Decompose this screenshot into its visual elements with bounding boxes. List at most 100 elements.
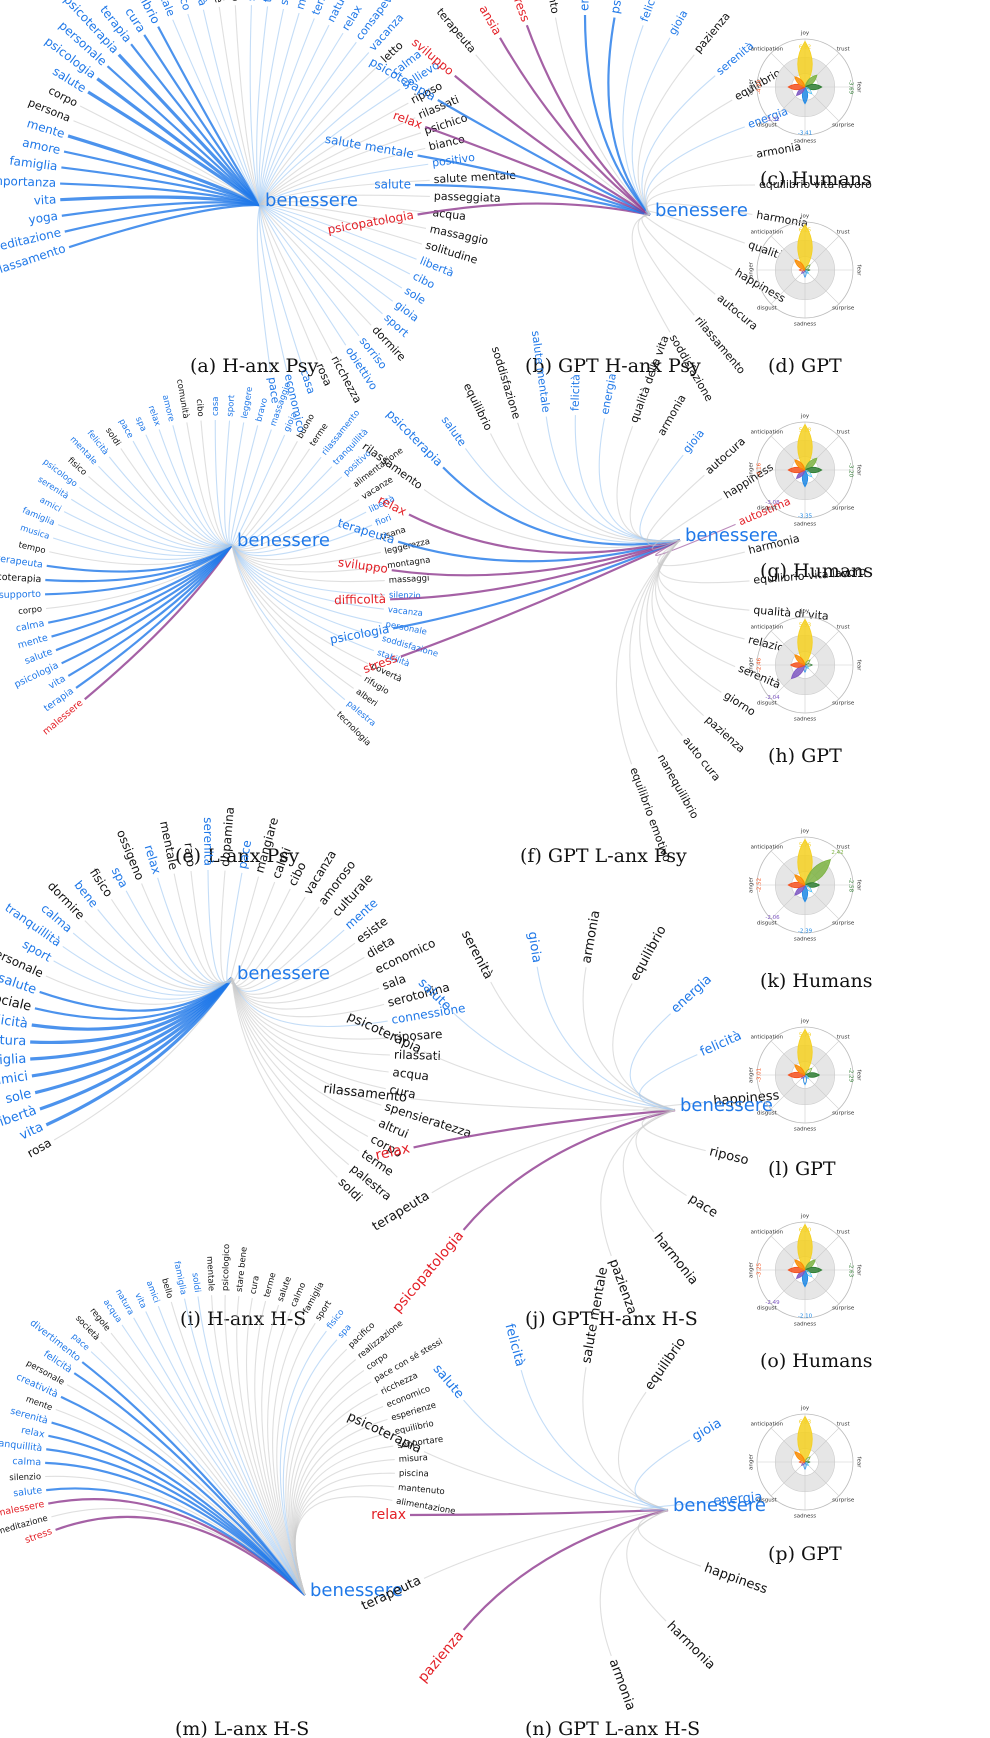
edge: [464, 448, 681, 544]
edge: [631, 37, 671, 216]
edge: [400, 539, 681, 658]
petal-joy: [797, 1223, 813, 1271]
edge: [259, 204, 411, 275]
edge: [231, 544, 375, 652]
edge: [626, 1509, 669, 1622]
edge: [463, 1399, 669, 1511]
petal-fear: [804, 1072, 821, 1078]
edge: [259, 41, 357, 206]
edge: [259, 201, 429, 214]
word-network-panel: rosavitalibertàsoleamicifamiglianaturafe…: [0, 806, 473, 1330]
edge: [629, 438, 681, 543]
edge: [259, 18, 315, 206]
word-label: mentale: [204, 1256, 216, 1291]
word-label: soddisfazione: [489, 345, 523, 421]
edge: [413, 1108, 676, 1149]
emotion-label: sadness: [794, 1127, 816, 1133]
emotion-label: trust: [837, 624, 851, 630]
word-label: felicità: [568, 374, 582, 411]
edge: [525, 24, 651, 216]
edge: [231, 544, 379, 638]
edge: [622, 1109, 676, 1233]
edge: [643, 99, 733, 216]
emotion-label: trust: [837, 1229, 851, 1235]
edge: [57, 524, 233, 557]
edge: [236, 1295, 306, 1596]
flower-caption: (l) GPT: [768, 1158, 836, 1180]
word-label: relax: [146, 404, 162, 427]
center-word: benessere: [265, 190, 358, 211]
flower-caption: (g) Humans: [760, 560, 873, 582]
emotion-label: disgust: [757, 1306, 778, 1312]
edge: [110, 1332, 306, 1596]
emotion-label: disgust: [757, 701, 778, 707]
word-label: sport: [225, 394, 237, 417]
edge: [392, 538, 681, 630]
edge: [617, 1391, 669, 1511]
edge: [51, 1421, 306, 1596]
edge: [259, 204, 383, 315]
word-label: famiglia: [9, 154, 59, 174]
emotion-label: surprise: [832, 306, 855, 312]
word-label: sviluppo: [337, 555, 389, 576]
petal-joy: [797, 40, 813, 88]
word-label: armonia: [606, 1657, 638, 1712]
edge: [52, 537, 233, 560]
edge: [600, 1109, 676, 1257]
word-label: armonia: [655, 392, 689, 438]
word-label: salute mentale: [433, 169, 516, 186]
edge: [226, 872, 243, 984]
emotion-label: trust: [837, 1034, 851, 1040]
axis-line: [804, 1269, 840, 1305]
edge: [462, 1508, 669, 1631]
edge: [258, 8, 285, 206]
petal-anticipation: [794, 874, 806, 886]
emotion-label: surprise: [832, 123, 855, 129]
panel-caption: (n) GPT L-anx H-S: [525, 1718, 700, 1738]
word-label: dopamina: [218, 806, 237, 867]
edge: [259, 117, 416, 206]
edge: [100, 1341, 306, 1596]
edge: [642, 1101, 710, 1111]
edge: [431, 1109, 676, 1194]
edge: [256, 204, 272, 374]
edge: [231, 544, 385, 583]
edge: [231, 448, 311, 547]
edge: [231, 977, 385, 1018]
edge: [259, 204, 417, 260]
edge: [655, 523, 736, 556]
word-label: qualità della vita: [627, 334, 671, 425]
word-label: massaggi: [388, 574, 429, 586]
word-label: serenità: [458, 928, 496, 982]
word-label: psicofisico: [226, 0, 242, 2]
edge: [96, 77, 262, 207]
emotion-label: trust: [837, 229, 851, 235]
word-label: equilibrio vita lavoro: [759, 178, 872, 191]
emotion-value: 5.79: [799, 1033, 812, 1039]
word-label: sala: [380, 971, 408, 992]
edge: [48, 1434, 306, 1596]
edge: [259, 32, 344, 206]
word-label: corpo: [18, 605, 43, 618]
edge: [231, 977, 350, 1166]
edge: [231, 524, 373, 557]
edge: [172, 19, 261, 206]
word-label: emozione: [578, 0, 592, 11]
emotion-label: fear: [856, 82, 862, 94]
edge: [635, 1109, 687, 1197]
emotion-value: -2.29: [848, 1068, 854, 1083]
axis-line: [804, 884, 840, 920]
edge: [583, 14, 651, 216]
word-label: casa: [211, 396, 221, 416]
word-label: salute mentale: [324, 132, 415, 161]
edge: [224, 420, 233, 546]
emotion-label: anticipation: [751, 46, 784, 52]
word-label: terapeuta: [434, 6, 479, 56]
emotion-value: -3.20: [848, 463, 854, 478]
edge: [554, 17, 651, 216]
emotion-flower: joy 6.25 trust fear surprise sadness disgust an…: [749, 214, 862, 378]
word-label: yoga: [28, 209, 59, 227]
emotion-label: disgust: [757, 506, 778, 512]
emotion-label: anger: [749, 876, 755, 893]
